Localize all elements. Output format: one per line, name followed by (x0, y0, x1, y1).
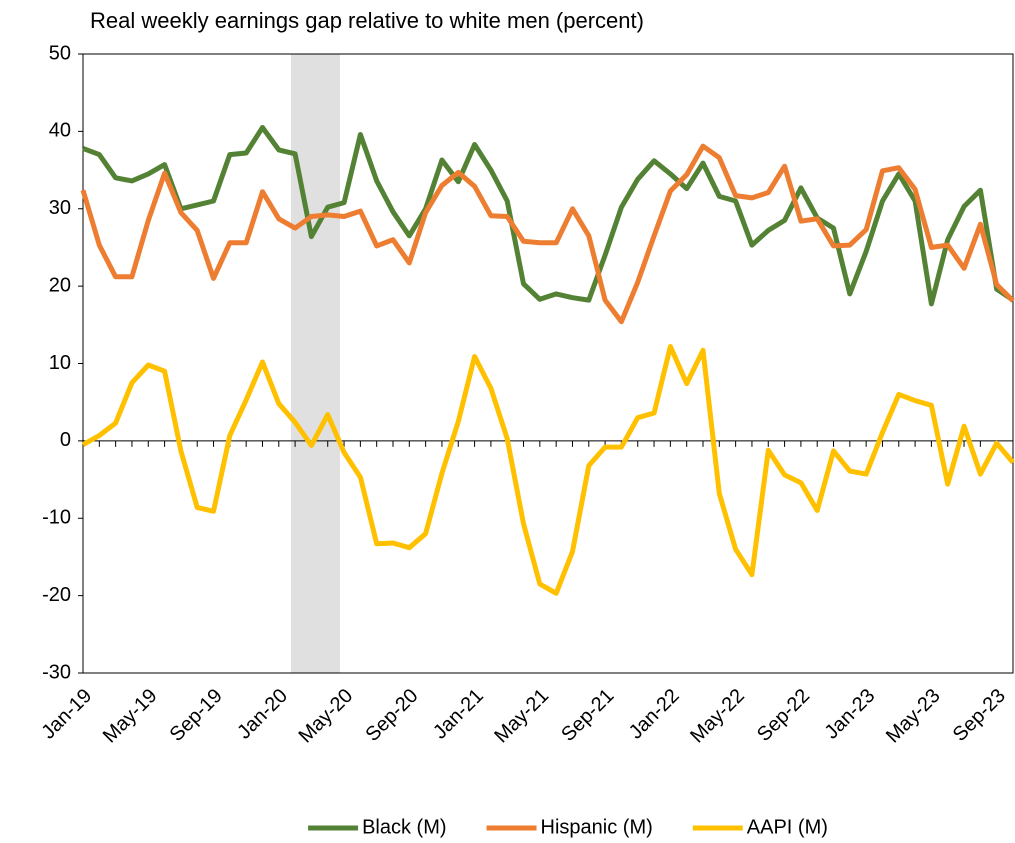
x-tick-label: May-23 (882, 685, 945, 748)
series-line (81, 344, 1015, 596)
y-tick-label: -10 (42, 507, 71, 529)
y-tick-label: 0 (60, 429, 71, 451)
y-tick-label: 30 (49, 197, 71, 219)
y-tick-label: 10 (49, 352, 71, 374)
x-tick-label: Sep-23 (949, 685, 1010, 746)
x-tick-label: May-22 (686, 685, 749, 748)
x-tick-label: May-21 (490, 685, 553, 748)
x-tick-label: Jan-21 (429, 685, 488, 744)
x-tick-label: Jan-22 (625, 685, 684, 744)
x-tick-label: Jan-19 (37, 685, 96, 744)
x-tick-label: Jan-20 (233, 685, 292, 744)
x-tick-label: May-19 (99, 685, 162, 748)
y-tick-label: -30 (42, 661, 71, 683)
x-tick-label: Sep-21 (557, 685, 618, 746)
legend-label: AAPI (M) (747, 816, 828, 838)
recession-shade (291, 54, 340, 673)
x-tick-label: Sep-19 (166, 685, 227, 746)
series-line (80, 143, 1015, 325)
legend-label: Hispanic (M) (541, 816, 653, 838)
chart-title: Real weekly earnings gap relative to whi… (90, 8, 644, 33)
y-tick-label: 50 (49, 42, 71, 64)
series-line (82, 125, 1015, 307)
x-tick-label: May-20 (295, 685, 358, 748)
x-tick-label: Jan-23 (821, 685, 880, 744)
x-tick-label: Sep-20 (361, 685, 422, 746)
y-tick-label: 20 (49, 274, 71, 296)
x-tick-label: Sep-22 (753, 685, 814, 746)
legend-label: Black (M) (362, 816, 446, 838)
y-tick-label: 40 (49, 120, 71, 142)
y-tick-label: -20 (42, 584, 71, 606)
plot-border (82, 53, 1014, 674)
